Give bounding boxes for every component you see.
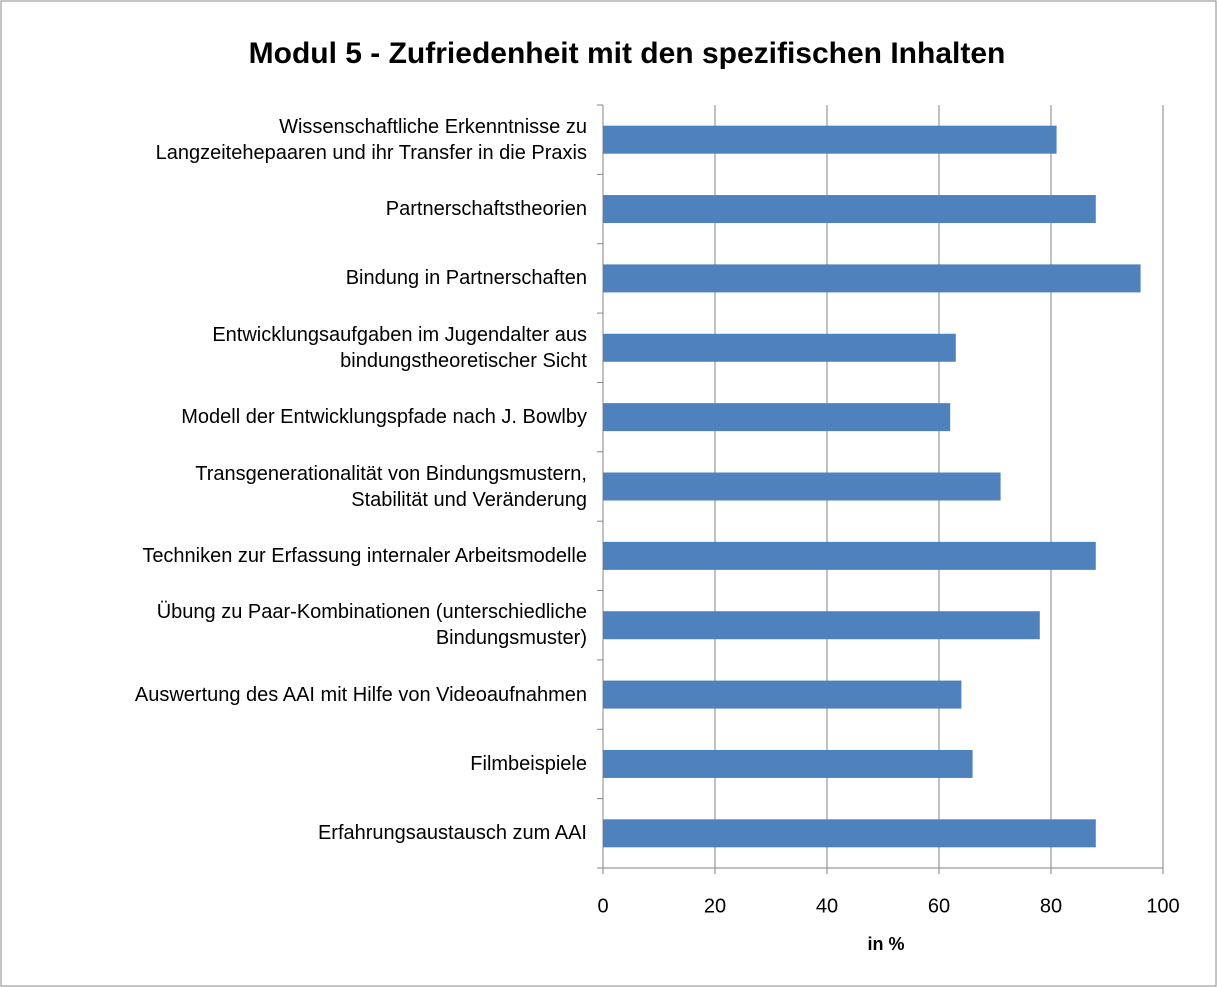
y-tick-label: Techniken zur Erfassung internaler Arbei… bbox=[142, 544, 587, 567]
x-tick-label: 60 bbox=[928, 895, 950, 917]
bar bbox=[603, 403, 951, 432]
x-axis-label: in % bbox=[867, 934, 904, 954]
y-tick-label: Modell der Entwicklungspfade nach J. Bow… bbox=[181, 406, 587, 429]
bar bbox=[603, 541, 1096, 570]
x-tick-label: 100 bbox=[1146, 895, 1179, 917]
bar bbox=[603, 333, 956, 362]
x-tick-label: 0 bbox=[597, 895, 608, 917]
y-tick-label: Auswertung des AAI mit Hilfe von Videoau… bbox=[134, 683, 587, 706]
y-tick-label: Übung zu Paar-Kombinationen (unterschied… bbox=[156, 601, 587, 650]
bar bbox=[603, 680, 962, 709]
y-tick-label: Erfahrungsaustausch zum AAI bbox=[317, 822, 587, 845]
y-tick-label: Bindung in Partnerschaften bbox=[345, 267, 587, 290]
bar bbox=[603, 819, 1096, 848]
bar bbox=[603, 472, 1001, 501]
chart-title: Modul 5 - Zufriedenheit mit den spezifis… bbox=[249, 37, 1006, 70]
bar bbox=[603, 749, 973, 778]
x-tick-label: 80 bbox=[1040, 895, 1062, 917]
x-tick-label: 20 bbox=[704, 895, 726, 917]
bar bbox=[603, 611, 1040, 640]
y-tick-label: Wissenschaftliche Erkenntnisse zu Langze… bbox=[155, 115, 587, 164]
y-tick-label: Transgenerationalität von Bindungsmuster… bbox=[195, 462, 587, 511]
y-tick-label: Entwicklungsaufgaben im Jugendalter aus … bbox=[212, 323, 587, 372]
bar bbox=[603, 264, 1141, 293]
x-tick-label: 40 bbox=[816, 895, 838, 917]
bar bbox=[603, 195, 1096, 224]
y-tick-label: Filmbeispiele bbox=[470, 752, 587, 775]
y-tick-label: Partnerschaftstheorien bbox=[385, 198, 587, 221]
bar bbox=[603, 125, 1057, 154]
